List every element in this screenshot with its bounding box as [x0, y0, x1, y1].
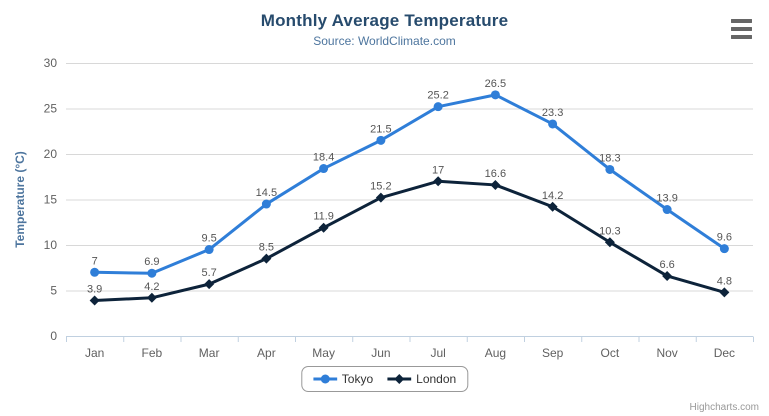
x-axis-label: Oct: [601, 346, 620, 360]
x-axis-label: Nov: [656, 346, 677, 360]
data-label: 23.3: [542, 107, 563, 119]
data-point-london[interactable]: [89, 295, 100, 306]
x-axis-label: May: [312, 346, 335, 360]
x-axis-label: Jun: [371, 346, 390, 360]
x-axis-label: Apr: [257, 346, 276, 360]
hamburger-icon-bar: [731, 19, 752, 23]
data-label: 6.6: [659, 259, 674, 271]
y-axis-label: 10: [44, 238, 58, 252]
export-menu-button[interactable]: [729, 17, 758, 41]
legend-label-london: London: [416, 372, 457, 386]
data-point-london[interactable]: [433, 176, 444, 187]
data-point-tokyo[interactable]: [548, 119, 558, 129]
y-axis-title: Temperature (°C): [13, 151, 27, 248]
hamburger-icon-bar: [731, 35, 752, 39]
legend-item-london[interactable]: London: [387, 372, 456, 386]
data-point-tokyo[interactable]: [719, 244, 729, 254]
data-label: 13.9: [656, 193, 677, 205]
credits-link[interactable]: Highcharts.com: [689, 402, 759, 413]
data-label: 17: [432, 164, 444, 176]
london-legend-marker: [387, 374, 412, 384]
data-point-london[interactable]: [318, 222, 329, 233]
hamburger-icon-bar: [731, 27, 752, 31]
data-point-london[interactable]: [719, 287, 730, 298]
data-label: 14.5: [256, 187, 277, 199]
series-line-tokyo[interactable]: [93, 93, 726, 275]
data-label: 15.2: [370, 181, 391, 193]
y-axis-label: 20: [44, 147, 58, 161]
data-label: 14.2: [542, 190, 563, 202]
data-point-london[interactable]: [261, 253, 272, 264]
y-axis-label: 15: [44, 193, 58, 207]
legend-label-tokyo: Tokyo: [341, 372, 374, 386]
data-point-london[interactable]: [604, 237, 615, 248]
x-axis-label: Sep: [542, 346, 564, 360]
data-label: 25.2: [427, 90, 448, 102]
data-label: 8.5: [259, 242, 274, 254]
legend-item-tokyo[interactable]: Tokyo: [312, 372, 374, 386]
data-point-london[interactable]: [662, 270, 673, 281]
data-point-tokyo[interactable]: [376, 135, 386, 145]
x-axis-label: Feb: [142, 346, 163, 360]
data-label: 7: [92, 255, 98, 267]
x-axis-label: Dec: [714, 346, 735, 360]
data-point-london[interactable]: [490, 179, 501, 190]
tokyo-legend-marker: [312, 374, 337, 384]
data-label: 9.6: [717, 232, 732, 244]
data-label: 3.9: [87, 284, 102, 296]
data-point-london[interactable]: [146, 292, 157, 303]
y-axis-label: 25: [44, 102, 58, 116]
data-label: 9.5: [201, 233, 216, 245]
y-axis-label: 0: [50, 329, 57, 343]
y-axis-label: 5: [50, 284, 57, 298]
data-label: 18.4: [313, 152, 334, 164]
data-label: 4.2: [144, 281, 159, 293]
y-axis-label: 30: [44, 56, 58, 70]
data-label: 26.5: [485, 78, 506, 90]
data-point-tokyo[interactable]: [204, 245, 214, 255]
chart-subtitle: Source: WorldClimate.com: [313, 34, 456, 48]
data-label: 4.8: [717, 275, 732, 287]
data-label: 18.3: [599, 152, 620, 164]
legend: Tokyo London: [300, 366, 469, 392]
data-point-london[interactable]: [547, 201, 558, 212]
data-label: 11.9: [313, 211, 334, 223]
data-point-tokyo[interactable]: [490, 90, 500, 100]
data-point-tokyo[interactable]: [605, 164, 615, 174]
data-label: 6.9: [144, 256, 159, 268]
data-point-tokyo[interactable]: [90, 267, 100, 277]
data-label: 16.6: [485, 168, 506, 180]
data-label: 10.3: [599, 225, 620, 237]
x-axis-label: Aug: [485, 346, 506, 360]
x-axis-label: Jul: [430, 346, 445, 360]
data-point-tokyo[interactable]: [319, 164, 329, 174]
data-label: 5.7: [201, 267, 216, 279]
data-label: 21.5: [370, 123, 391, 135]
series-line-london[interactable]: [93, 179, 726, 303]
data-point-london[interactable]: [204, 279, 215, 290]
data-point-tokyo[interactable]: [662, 205, 672, 215]
x-axis-label: Mar: [199, 346, 220, 360]
data-point-tokyo[interactable]: [261, 199, 271, 209]
x-axis-label: Jan: [85, 346, 104, 360]
data-point-london[interactable]: [375, 192, 386, 203]
data-point-tokyo[interactable]: [147, 268, 157, 278]
data-point-tokyo[interactable]: [433, 102, 443, 112]
chart-title: Monthly Average Temperature: [260, 11, 509, 30]
